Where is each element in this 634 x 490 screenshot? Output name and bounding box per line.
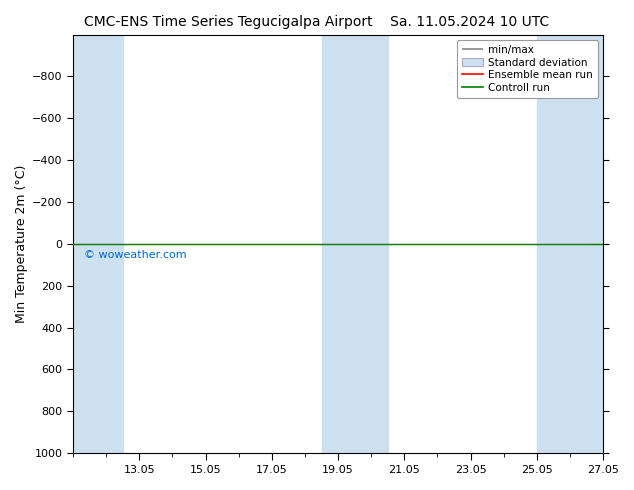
Text: © woweather.com: © woweather.com xyxy=(84,250,186,260)
Text: CMC-ENS Time Series Tegucigalpa Airport    Sa. 11.05.2024 10 UTC: CMC-ENS Time Series Tegucigalpa Airport … xyxy=(84,15,550,29)
Y-axis label: Min Temperature 2m (°C): Min Temperature 2m (°C) xyxy=(15,165,28,323)
Bar xyxy=(73,35,123,453)
Legend: min/max, Standard deviation, Ensemble mean run, Controll run: min/max, Standard deviation, Ensemble me… xyxy=(456,40,598,98)
Bar xyxy=(321,35,388,453)
Bar xyxy=(537,35,603,453)
